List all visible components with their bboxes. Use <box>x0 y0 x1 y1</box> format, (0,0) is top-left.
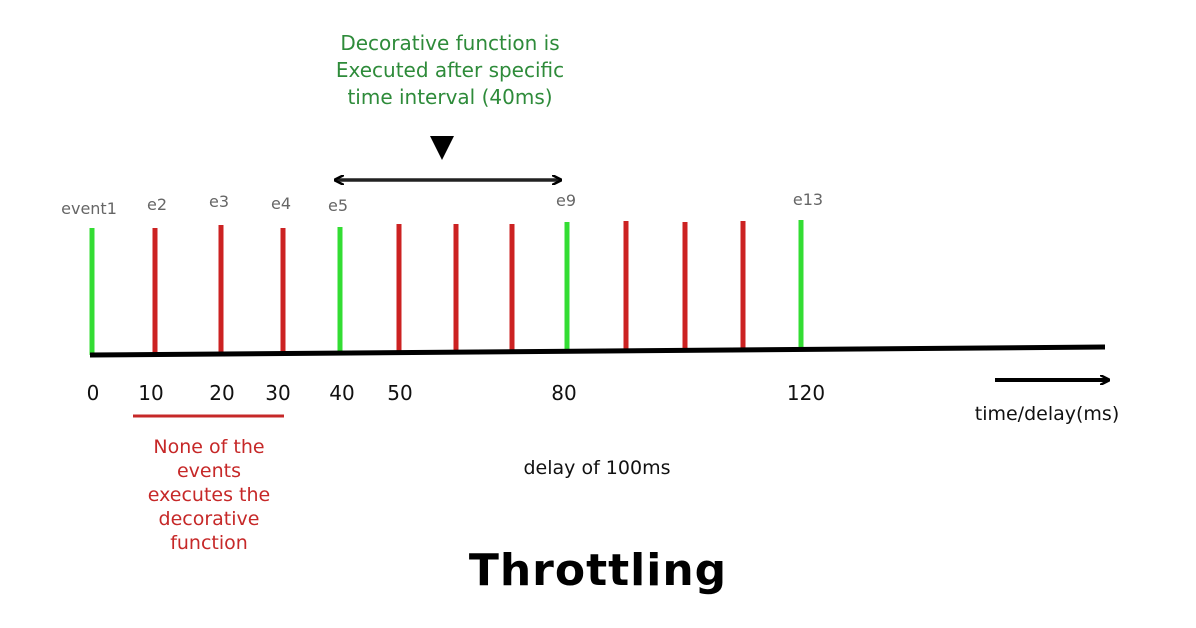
bottom-annotation: None of the events executes the decorati… <box>148 436 270 554</box>
event-label-e9: e9 <box>556 191 576 210</box>
bottom-annotation-line-2: events <box>177 460 241 482</box>
tick-label-10: 10 <box>138 381 163 405</box>
event-label-e2: e2 <box>147 195 167 214</box>
top-annotation: Decorative function is Executed after sp… <box>336 31 564 109</box>
event-label-e5: e5 <box>328 196 348 215</box>
axis-label: time/delay(ms) <box>975 403 1119 425</box>
event-label-e4: e4 <box>271 194 291 213</box>
timeline-axis <box>89 344 1106 358</box>
event-bars <box>89 220 804 355</box>
tick-label-40: 40 <box>329 381 354 405</box>
top-annotation-line-2: Executed after specific <box>336 58 564 82</box>
bottom-annotation-line-1: None of the <box>153 436 264 458</box>
event-label-e3: e3 <box>209 192 229 211</box>
bottom-annotation-line-3: executes the <box>148 484 270 506</box>
event-label-e13: e13 <box>793 190 823 209</box>
down-triangle-icon <box>430 136 454 160</box>
event-label-event1: event1 <box>61 199 117 218</box>
top-annotation-line-1: Decorative function is <box>340 31 559 55</box>
event-labels: event1 e2 e3 e4 e5 e9 e13 <box>61 190 823 218</box>
tick-labels: 0 10 20 30 40 50 80 120 <box>87 381 825 405</box>
tick-label-0: 0 <box>87 381 100 405</box>
tick-label-30: 30 <box>265 381 290 405</box>
diagram-title: Throttling <box>469 545 727 596</box>
tick-label-80: 80 <box>551 381 576 405</box>
tick-label-20: 20 <box>209 381 234 405</box>
bottom-annotation-line-4: decorative <box>159 508 260 530</box>
bottom-annotation-line-5: function <box>170 532 248 554</box>
tick-label-50: 50 <box>387 381 412 405</box>
top-annotation-line-3: time interval (40ms) <box>347 85 552 109</box>
tick-label-120: 120 <box>787 381 825 405</box>
delay-text: delay of 100ms <box>524 457 671 479</box>
